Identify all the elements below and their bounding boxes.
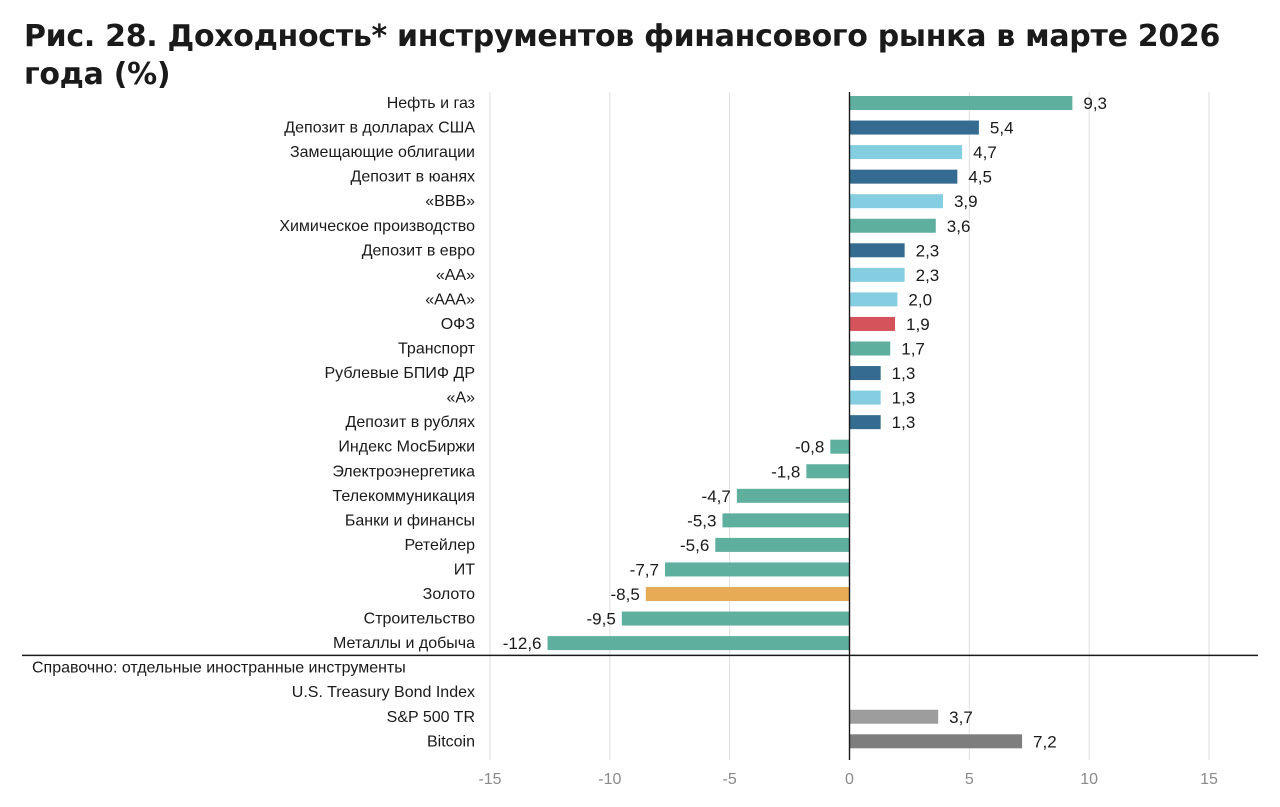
category-label: Депозит в рублях xyxy=(346,414,475,431)
category-label: Золото xyxy=(423,586,475,603)
bar xyxy=(849,267,905,282)
value-label: 1,9 xyxy=(906,315,930,334)
value-label: -8,5 xyxy=(610,585,639,604)
section-header-label: Справочно: отдельные иностранные инструм… xyxy=(32,660,406,677)
category-label: Химическое производство xyxy=(279,218,475,235)
bar xyxy=(849,390,881,405)
axes xyxy=(22,92,1258,760)
bar xyxy=(849,415,881,430)
value-label: 1,3 xyxy=(892,364,916,383)
bar xyxy=(722,513,850,528)
chart-title: Рис. 28. Доходность* инструментов финанс… xyxy=(24,19,1221,92)
bar xyxy=(664,562,850,577)
x-tick-label: 5 xyxy=(965,771,974,788)
x-tick-label: -5 xyxy=(723,771,737,788)
category-label: ОФЗ xyxy=(441,316,475,333)
category-label: Банки и финансы xyxy=(345,512,475,529)
bar xyxy=(849,366,881,381)
value-label: 2,0 xyxy=(908,290,932,309)
category-label: Транспорт xyxy=(398,341,476,358)
category-label: «AA» xyxy=(436,267,475,284)
value-label: -4,7 xyxy=(702,487,731,506)
value-label: 1,3 xyxy=(892,389,916,408)
bar xyxy=(849,243,905,258)
category-label: Замещающие облигации xyxy=(290,144,475,161)
bar xyxy=(849,218,936,233)
bar xyxy=(849,169,958,184)
category-label: Нефть и газ xyxy=(387,95,475,112)
category-label: Металлы и добыча xyxy=(333,635,475,652)
category-label: «AAA» xyxy=(425,291,475,308)
value-label: -7,7 xyxy=(630,560,659,579)
value-label: 9,3 xyxy=(1083,94,1107,113)
value-label: -12,6 xyxy=(503,634,542,653)
category-label: Индекс МосБиржи xyxy=(338,439,475,456)
x-tick-label: -10 xyxy=(598,771,621,788)
bar xyxy=(547,636,850,651)
labels: -15 -10 -5 0 5 10 15 Нефть и газ 9,3 Депозит в до… xyxy=(32,94,1218,788)
category-label: «A» xyxy=(447,390,476,407)
category-label: Депозит в долларах США xyxy=(284,120,475,137)
bar xyxy=(849,341,891,356)
bar xyxy=(806,464,850,479)
category-label: Депозит в юанях xyxy=(350,169,475,186)
value-label: 1,3 xyxy=(892,413,916,432)
x-tick-label: 10 xyxy=(1080,771,1098,788)
category-label: Рублевые БПИФ ДР xyxy=(325,365,476,382)
bar xyxy=(715,537,850,552)
value-label: 2,3 xyxy=(916,266,940,285)
bar xyxy=(830,439,850,454)
value-label: 1,7 xyxy=(901,340,925,359)
category-label: Телекоммуникация xyxy=(332,488,475,505)
value-label: 5,4 xyxy=(990,119,1014,138)
value-label: 7,2 xyxy=(1033,732,1057,751)
category-label: U.S. Treasury Bond Index xyxy=(292,684,475,701)
value-label: 3,9 xyxy=(954,192,978,211)
x-tick-label: -15 xyxy=(478,771,501,788)
bar xyxy=(849,96,1073,110)
category-label: «BBB» xyxy=(425,193,475,210)
category-label: Ретейлер xyxy=(405,537,476,554)
value-label: 3,6 xyxy=(947,217,971,236)
value-label: 4,7 xyxy=(973,143,997,162)
value-label: 2,3 xyxy=(916,241,940,260)
bar xyxy=(849,120,979,135)
category-label: S&P 500 TR xyxy=(387,709,475,726)
category-label: Строительство xyxy=(364,611,475,628)
value-label: -1,8 xyxy=(771,462,800,481)
value-label: -9,5 xyxy=(587,610,616,629)
bar xyxy=(849,734,1023,749)
bar xyxy=(621,611,850,626)
value-label: -0,8 xyxy=(795,438,824,457)
bar xyxy=(849,194,943,209)
value-label: -5,3 xyxy=(687,511,716,530)
bar xyxy=(645,587,850,601)
bar xyxy=(736,488,850,503)
bar xyxy=(849,292,898,307)
category-label: Электроэнергетика xyxy=(332,463,475,480)
bar xyxy=(849,316,896,331)
category-label: Депозит в евро xyxy=(362,242,475,259)
value-label: 3,7 xyxy=(949,708,973,727)
category-label: Bitcoin xyxy=(427,733,475,750)
x-tick-label: 15 xyxy=(1200,771,1218,788)
bar xyxy=(849,145,963,160)
value-label: 4,5 xyxy=(968,168,992,187)
bar xyxy=(849,709,939,724)
category-label: ИТ xyxy=(454,561,476,578)
value-label: -5,6 xyxy=(680,536,709,555)
x-tick-label: 0 xyxy=(845,771,854,788)
bars xyxy=(547,96,1073,749)
